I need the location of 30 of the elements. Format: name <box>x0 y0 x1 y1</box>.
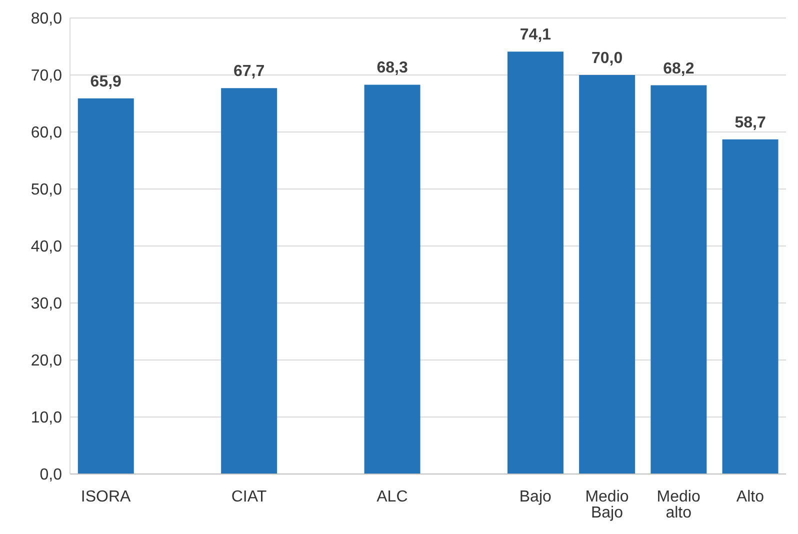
x-tick-label: ISORA <box>80 488 132 506</box>
x-tick-label: Medio Bajo <box>585 488 629 522</box>
y-tick-label: 70,0 <box>30 68 62 85</box>
y-tick-label: 60,0 <box>30 124 62 142</box>
y-tick-label: 10,0 <box>30 410 62 427</box>
y-tick-label: 20,0 <box>30 352 62 370</box>
y-tick-label: 50,0 <box>30 182 62 199</box>
data-label: 65,9 <box>90 73 122 90</box>
x-tick-label: Medio alto <box>656 488 700 522</box>
y-tick-label: 30,0 <box>30 296 62 313</box>
y-tick-label: 40,0 <box>30 238 62 256</box>
data-label: 67,7 <box>234 63 265 80</box>
data-label: 58,7 <box>734 114 766 132</box>
bar <box>364 84 420 474</box>
bar <box>221 88 278 474</box>
y-tick-label: 80,0 <box>30 10 62 28</box>
data-label: 68,2 <box>663 60 694 78</box>
bar <box>722 139 778 474</box>
x-tick-label: Bajo <box>519 488 552 506</box>
data-label: 68,3 <box>376 60 408 77</box>
y-tick-label: 0,0 <box>40 466 62 484</box>
bar <box>78 98 134 474</box>
bar <box>579 75 636 474</box>
x-tick-label: Alto <box>736 488 764 506</box>
data-label: 70,0 <box>592 50 623 67</box>
x-tick-label: ALC <box>376 488 408 506</box>
x-tick-label: CIAT <box>231 488 267 506</box>
bar <box>650 85 707 474</box>
data-label: 74,1 <box>520 26 552 44</box>
bar <box>507 52 564 474</box>
